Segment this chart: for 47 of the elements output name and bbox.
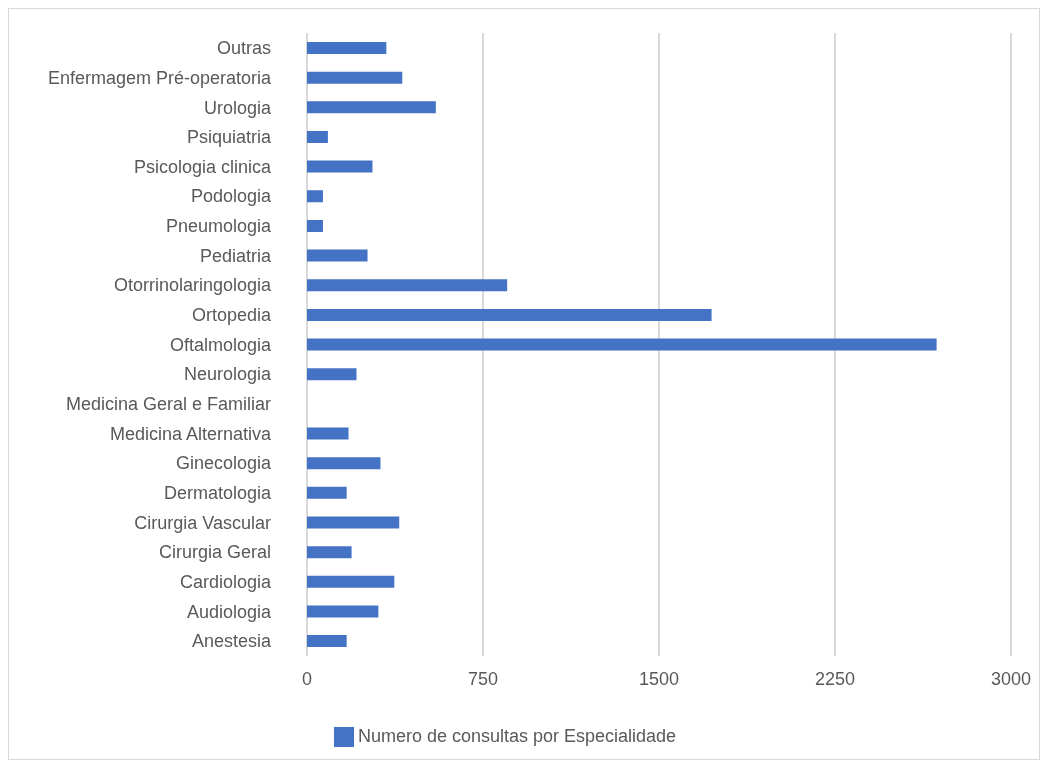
bar <box>307 575 395 588</box>
x-tick-label: 2250 <box>814 668 856 689</box>
bar <box>307 279 508 292</box>
bar <box>307 427 349 440</box>
y-tick-label: Neurologia <box>183 364 272 385</box>
y-tick-label: Medicina Geral e Familiar <box>65 394 271 415</box>
y-tick-label: Medicina Alternativa <box>109 423 272 444</box>
bar <box>307 130 328 143</box>
bar <box>307 635 347 648</box>
y-tick-label: Outras <box>216 38 271 59</box>
bar <box>307 249 368 262</box>
y-tick-label: Psiquiatria <box>186 127 272 148</box>
y-tick-label: Enfermagem Pré-operatoria <box>47 67 272 88</box>
y-tick-label: Pneumologia <box>165 216 272 237</box>
bar <box>307 308 712 321</box>
y-tick-label: Urologia <box>203 97 272 118</box>
x-tick-label: 750 <box>467 668 499 689</box>
y-tick-label: Audiologia <box>186 601 272 622</box>
x-tick-label: 1500 <box>638 668 680 689</box>
y-tick-label: Pediatria <box>199 245 272 266</box>
bar <box>307 219 323 232</box>
bar <box>307 457 381 470</box>
y-tick-label: Otorrinolaringologia <box>113 275 272 296</box>
x-tick-label: 0 <box>301 668 313 689</box>
y-tick-label: Psicologia clinica <box>133 156 272 177</box>
y-tick-label: Dermatologia <box>163 483 272 504</box>
bar <box>307 190 323 203</box>
bar <box>307 605 379 618</box>
bar <box>307 546 352 559</box>
bar <box>307 71 403 84</box>
bar <box>307 486 347 499</box>
y-tick-label: Ginecologia <box>175 453 272 474</box>
bar <box>307 516 400 529</box>
legend-label: Numero de consultas por Especialidade <box>357 725 677 746</box>
bar <box>307 42 387 54</box>
bar <box>307 368 357 381</box>
y-tick-label: Cirurgia Geral <box>158 542 271 563</box>
x-tick-label: 3000 <box>990 668 1032 689</box>
y-tick-label: Cardiologia <box>179 572 272 592</box>
bar <box>307 101 436 114</box>
y-tick-label: Podologia <box>190 186 272 207</box>
y-tick-label: Anestesia <box>191 631 272 652</box>
bar <box>307 338 937 351</box>
y-tick-label: Ortopedia <box>191 305 272 326</box>
y-tick-label: Oftalmologia <box>169 334 272 355</box>
bar <box>307 160 373 173</box>
y-tick-label: Cirurgia Vascular <box>134 512 271 533</box>
